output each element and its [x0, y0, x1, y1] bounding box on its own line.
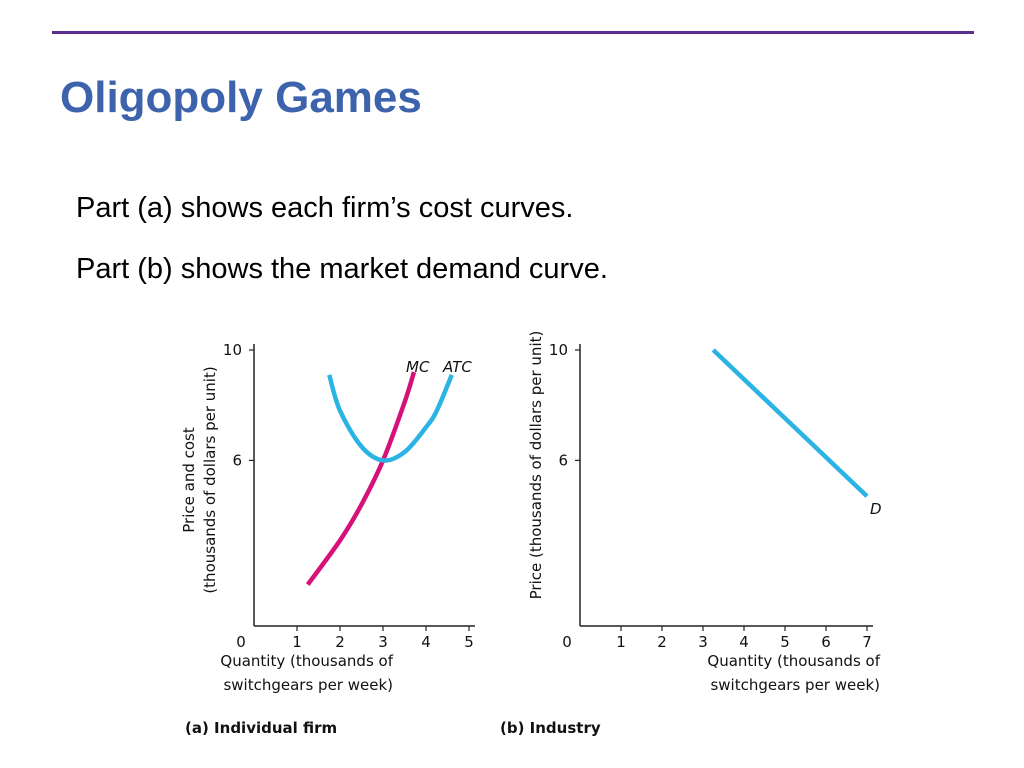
y-tick-label: 10: [549, 341, 568, 359]
y-tick-label: 6: [232, 451, 242, 469]
x-tick-label: 4: [739, 633, 749, 651]
x-tick-label: 3: [698, 633, 708, 651]
x-axis-label: switchgears per week): [710, 676, 880, 694]
d-label: D: [870, 500, 882, 518]
chart-individual-firm: 0 1 2 3 4 5 6 10 Price and cost (thousands of dol…: [180, 341, 475, 737]
x-tick-label: 1: [616, 633, 626, 651]
x-tick-label: 6: [821, 633, 831, 651]
x-axis-label: switchgears per week): [223, 676, 393, 694]
x-tick-label: 0: [562, 633, 572, 651]
d-curve: [711, 348, 869, 498]
atc-curve: [327, 373, 454, 463]
x-axis-label: Quantity (thousands of: [220, 652, 393, 670]
chart-caption: (a) Individual firm: [185, 719, 337, 737]
x-tick-label: 2: [335, 633, 345, 651]
mc-label: MC: [406, 358, 430, 376]
x-tick-label: 2: [657, 633, 667, 651]
x-tick-label: 4: [421, 633, 431, 651]
x-tick-label: 3: [378, 633, 388, 651]
bullet-part-b: Part (b) shows the market demand curve.: [76, 253, 608, 285]
slide-title: Oligopoly Games: [60, 73, 422, 122]
x-tick-label: 1: [292, 633, 302, 651]
y-tick-label: 10: [223, 341, 242, 359]
y-axis-label: (thousands of dollars per unit): [201, 366, 219, 593]
x-tick-label: 0: [236, 633, 246, 651]
title-rule: [52, 31, 974, 34]
x-tick-label: 7: [862, 633, 872, 651]
chart-caption: (b) Industry: [500, 719, 601, 737]
x-axis-label: Quantity (thousands of: [707, 652, 880, 670]
y-axis-label: Price (thousands of dollars per unit): [527, 331, 545, 600]
atc-label: ATC: [442, 358, 472, 376]
mc-curve: [305, 371, 417, 586]
bullet-part-a: Part (a) shows each firm’s cost curves.: [76, 192, 574, 224]
x-tick-label: 5: [464, 633, 474, 651]
y-tick-label: 6: [558, 451, 568, 469]
y-axis-label: Price and cost: [180, 427, 198, 533]
x-tick-label: 5: [780, 633, 790, 651]
